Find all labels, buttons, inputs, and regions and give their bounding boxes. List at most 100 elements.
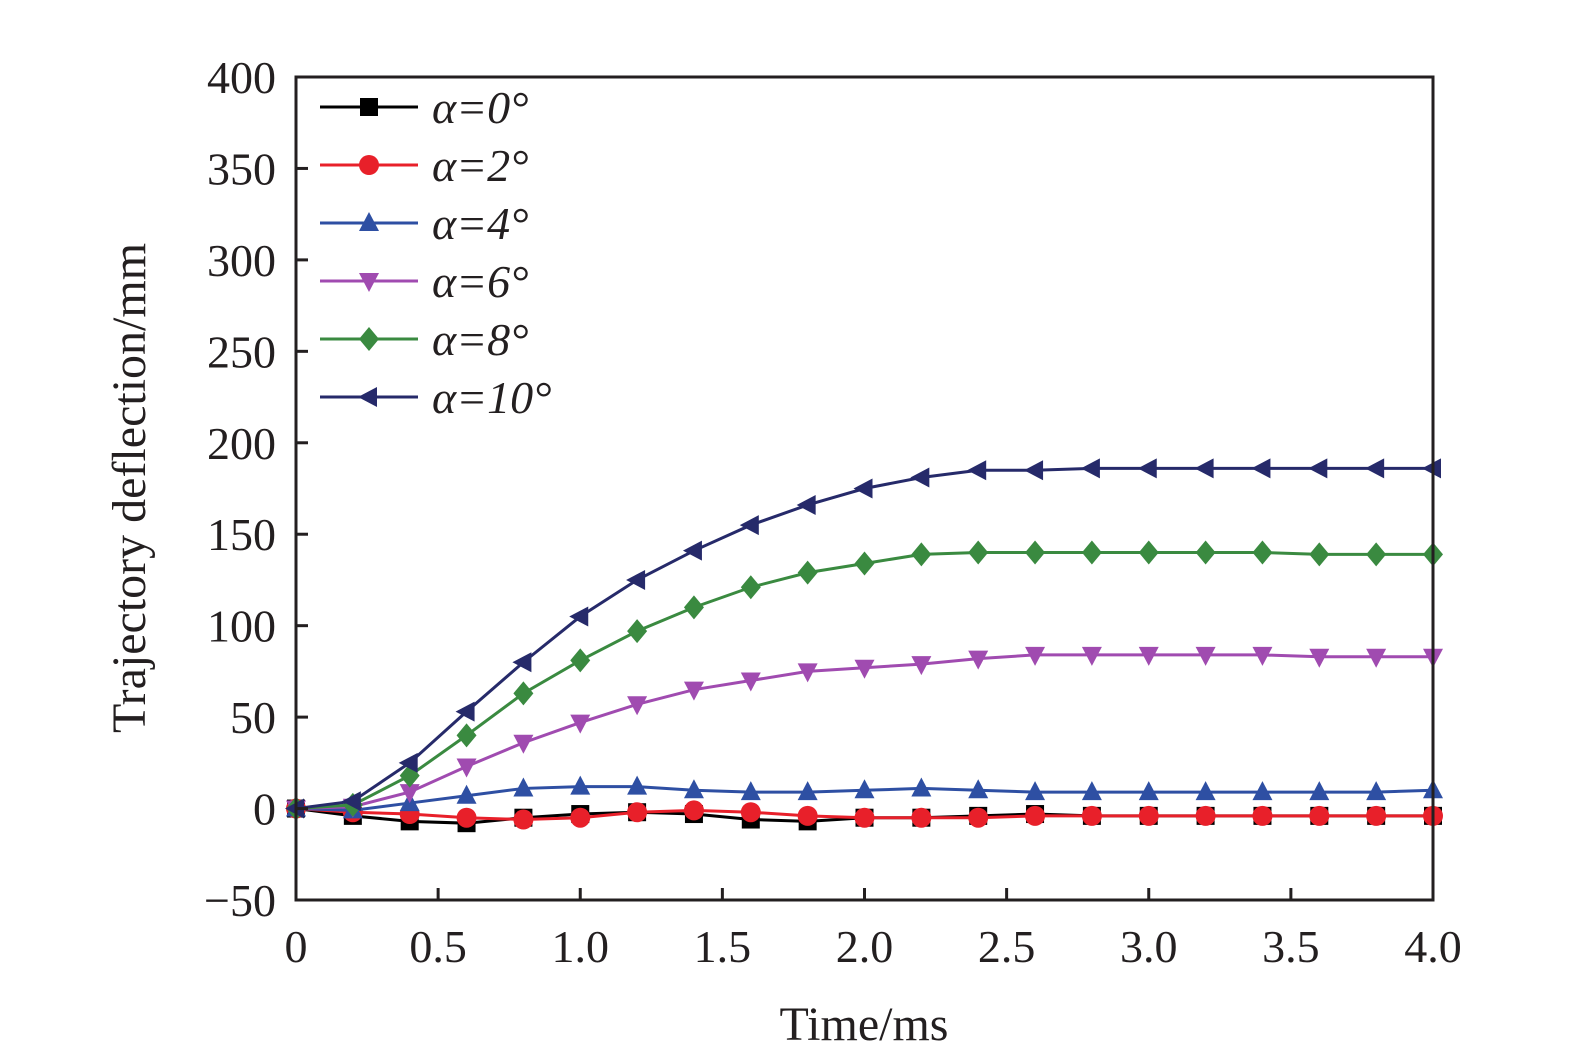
x-tick-label: 2.5 [978,921,1036,972]
data-point [739,515,759,536]
data-point [399,784,420,804]
data-point [627,802,648,823]
x-tick-label: 4.0 [1404,921,1462,972]
data-point [1195,805,1216,826]
data-point [1080,458,1100,479]
data-point [911,542,932,567]
data-point [1195,540,1216,565]
legend-label: α=0° [432,82,529,133]
data-point [1195,781,1216,801]
data-point [1081,781,1102,801]
legend-marker [359,212,379,231]
data-point [911,656,932,676]
data-point [627,696,648,716]
data-point [1081,805,1102,826]
y-tick-label: 100 [207,601,276,652]
series-5 [285,458,1441,819]
legend-item: α=10° [320,372,552,423]
data-point [1309,648,1330,668]
data-point [1025,646,1046,666]
data-point [1194,458,1214,479]
data-point [1366,648,1387,668]
data-point [740,781,761,801]
data-point [627,775,648,795]
data-point [1138,805,1159,826]
legend-item: α=0° [320,82,529,133]
data-point [740,672,761,692]
data-point [1195,646,1216,666]
data-point [341,791,361,812]
x-tick-label: 3.0 [1120,921,1178,972]
data-point [740,575,761,600]
data-point [1081,646,1102,666]
data-point [570,648,591,673]
data-point [513,681,534,706]
y-tick-label: 300 [207,235,276,286]
data-point [854,807,875,828]
data-point [455,701,475,722]
data-point [797,781,818,801]
data-point [968,650,989,670]
data-point [968,807,989,828]
data-point [456,723,477,748]
data-point [627,619,648,644]
data-point [570,714,591,734]
legend-marker [358,387,377,407]
legend-marker [359,327,379,351]
data-point [456,784,477,804]
axis-ticks: 0 0.5 1.0 1.5 2.0 2.5 3.0 3.5 4.0−50050100150200… [204,52,1462,972]
series-line [295,466,1433,811]
legend-label: α=2° [432,140,529,191]
data-point [1366,542,1387,567]
data-point [512,652,532,673]
y-tick-label: 0 [253,784,276,835]
data-point [456,758,477,778]
data-point [1309,805,1330,826]
data-point [853,478,873,499]
legend-item: α=8° [320,314,529,365]
data-point [1252,805,1273,826]
data-point [1081,540,1102,565]
data-point [854,659,875,679]
x-tick-label: 1.0 [552,921,610,972]
data-point [570,775,591,795]
data-point [1252,646,1273,666]
data-point [1365,458,1385,479]
data-point [911,777,932,797]
series-3 [286,646,1443,820]
data-point [1309,781,1330,801]
legend-item: α=6° [320,256,529,307]
data-point [1025,540,1046,565]
legend-marker [360,98,378,116]
data-point [1025,805,1046,826]
data-point [1309,542,1330,567]
x-tick-label: 2.0 [836,921,894,972]
x-axis-label: Time/ms [780,998,949,1051]
data-point [911,807,932,828]
data-point [570,807,591,828]
data-point [854,551,875,576]
data-point [797,805,818,826]
data-point [456,807,477,828]
x-tick-label: 0 [285,921,308,972]
x-tick-label: 1.5 [694,921,752,972]
data-point [1366,781,1387,801]
data-point [968,779,989,799]
legend-item: α=4° [320,198,529,249]
legend-label: α=8° [432,314,529,365]
data-point [683,595,704,620]
data-point [682,540,702,561]
data-point [513,777,534,797]
data-point [1138,646,1159,666]
legend-marker [359,273,379,292]
data-point [1138,540,1159,565]
y-tick-label: 350 [207,143,276,194]
y-tick-label: 50 [230,692,276,743]
plot-marks [285,458,1443,833]
legend-label: α=10° [432,372,552,423]
data-point [1138,781,1159,801]
data-point [513,734,534,754]
data-point [910,467,930,488]
data-point [1308,458,1328,479]
